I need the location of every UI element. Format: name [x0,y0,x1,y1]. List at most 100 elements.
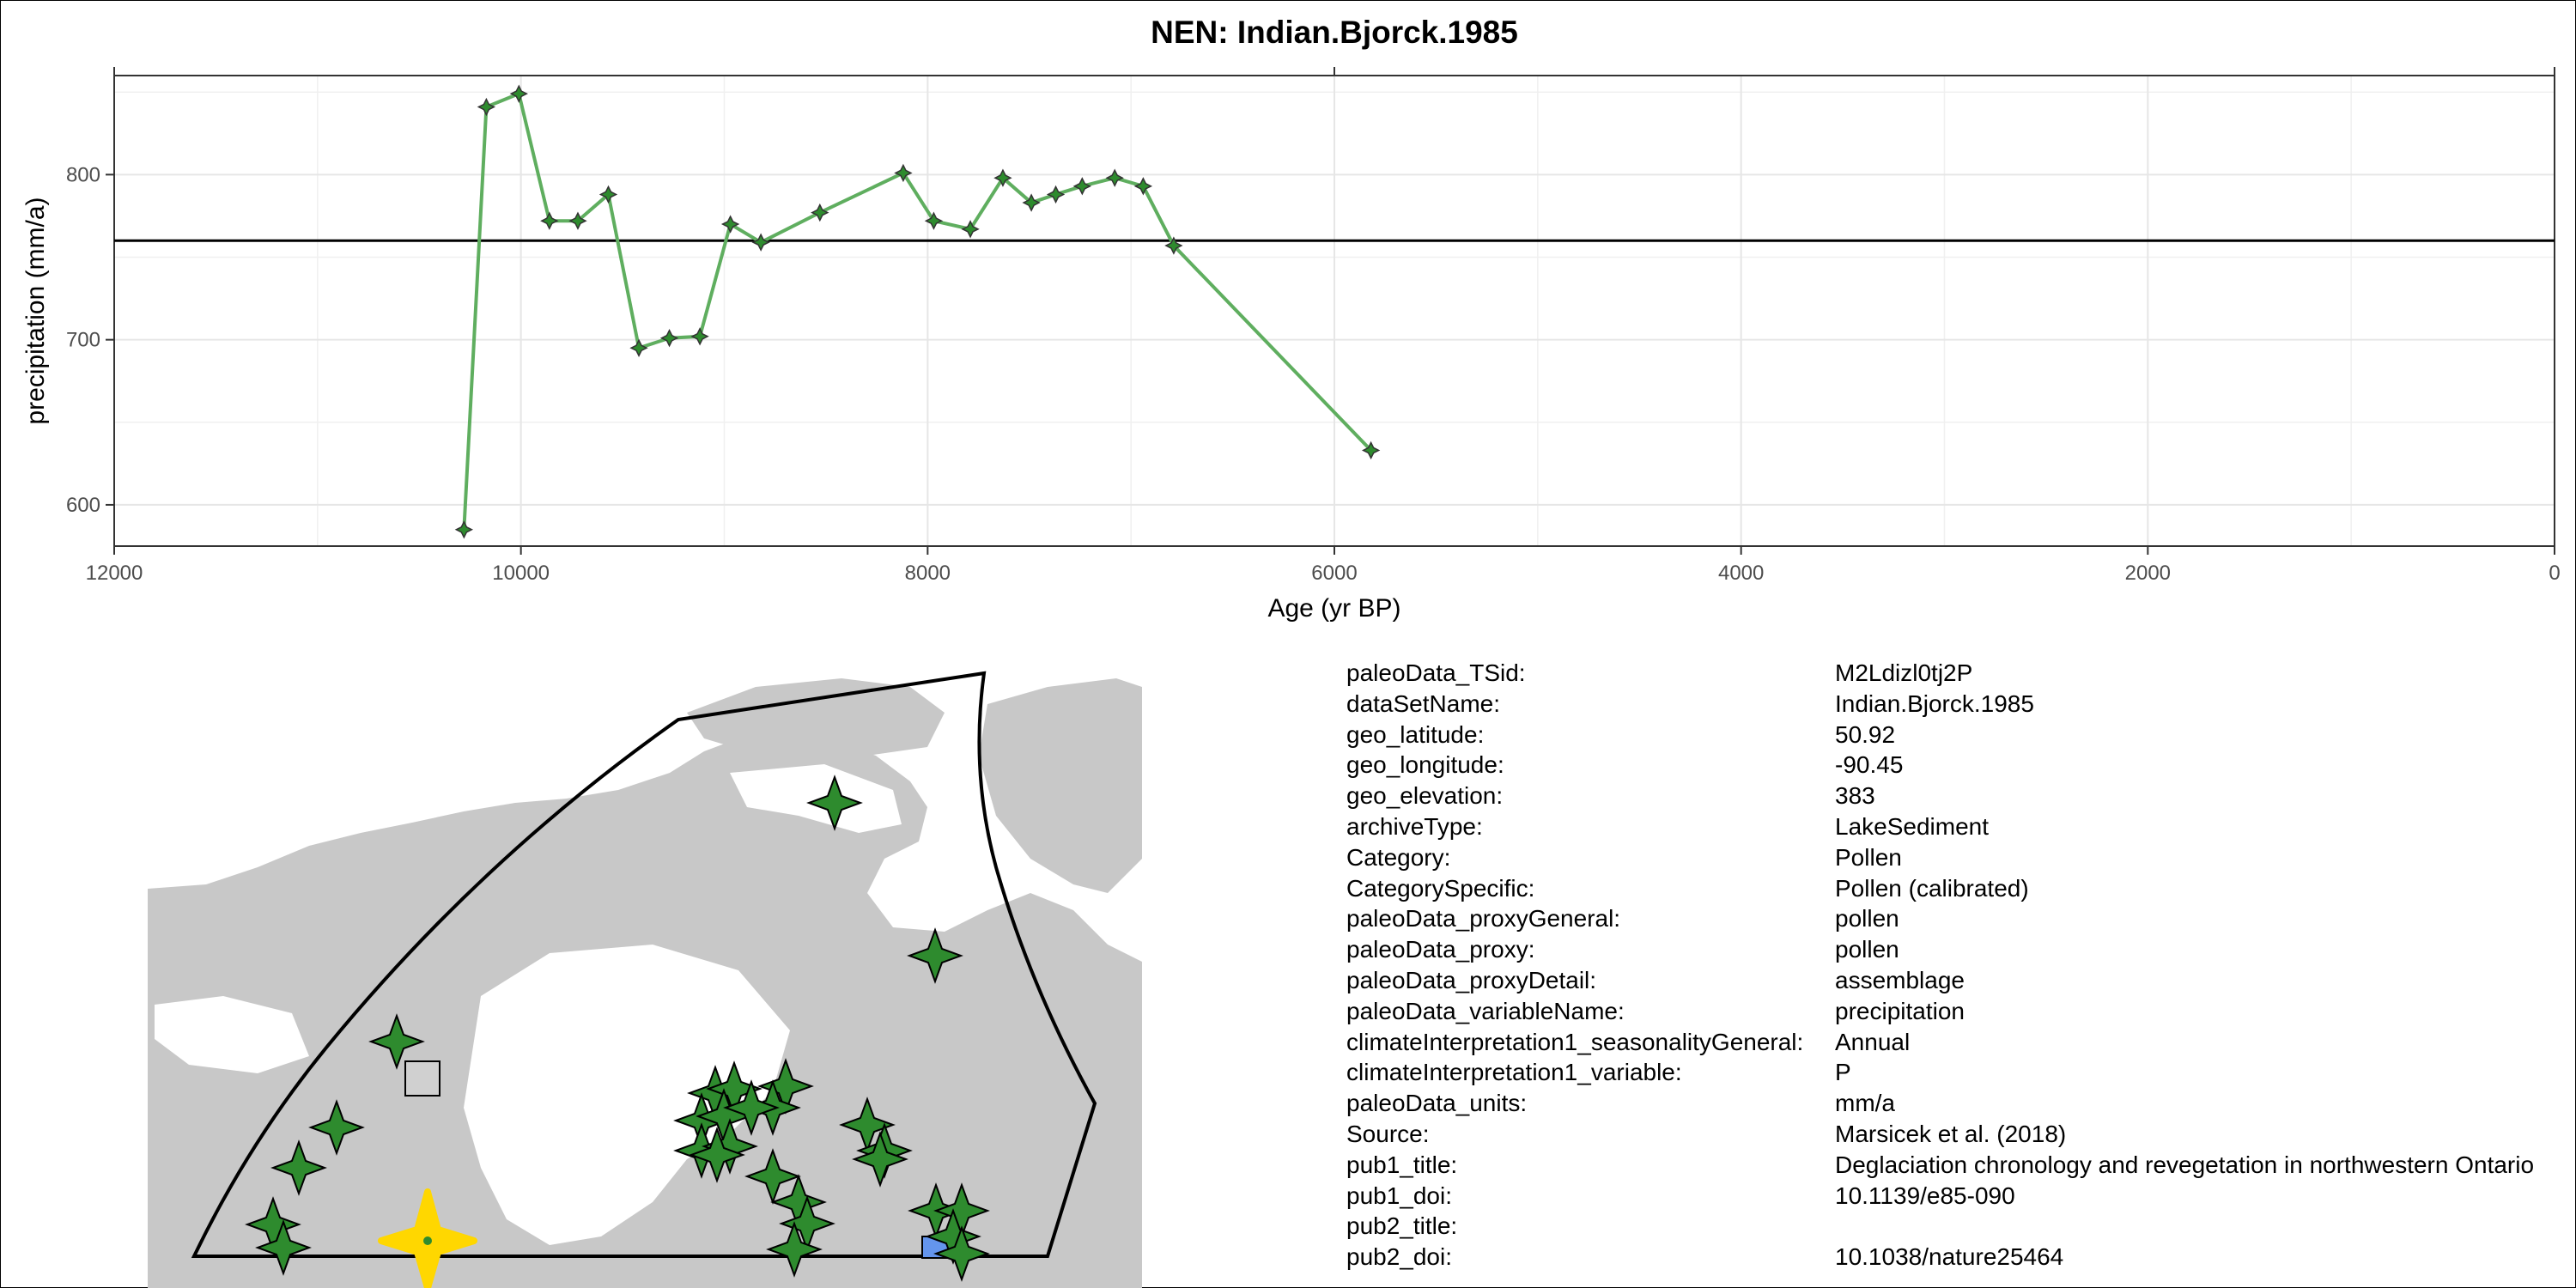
data-point [568,211,587,230]
metadata-value: pollen [1835,905,1899,933]
data-point [1072,177,1092,196]
metadata-row: geo_latitude: 50.92 [1346,720,2574,750]
data-point [454,520,474,539]
metadata-row: Category: Pollen [1346,842,2574,873]
metadata-key: paleoData_units: [1346,1090,1528,1117]
metadata-key: Category: [1346,843,1451,871]
metadata-value: mm/a [1835,1090,1895,1117]
site-marker-star [270,1139,327,1196]
metadata-row: climateInterpretation1_seasonalityGenera… [1346,1027,2574,1058]
x-tick-label: 6000 [1311,562,1357,585]
site-marker-star [852,1131,908,1188]
site-markers [245,775,990,1282]
site-marker-star [925,1208,981,1265]
map-outline [191,671,1097,1258]
metadata-row: dataSetName: Indian.Bjorck.1985 [1346,689,2574,720]
metadata-row: paleoData_proxy: pollen [1346,934,2574,965]
metadata-key: pub2_doi: [1346,1243,1453,1271]
metadata-key: climateInterpretation1_variable: [1346,1059,1682,1086]
series-layer [454,84,1381,539]
metadata-row: pub2_title: [1346,1211,2574,1242]
metadata-value: M2Ldizl0tj2P [1835,659,1973,686]
site-marker-square [404,1060,440,1097]
metadata-key: pub2_title: [1346,1212,1458,1240]
data-point [629,338,648,357]
site-marker-star [933,1225,990,1282]
metadata-row: archiveType: LakeSediment [1346,811,2574,842]
target-site-center [423,1236,432,1245]
data-point [1361,440,1381,460]
data-point [811,203,829,222]
metadata-value: assemblage [1835,966,1965,993]
x-tick-label: 12000 [86,562,143,585]
metadata-key: pub1_title: [1346,1151,1458,1178]
metadata-key: paleoData_proxyDetail: [1346,966,1597,993]
metadata-row: pub1_doi: 10.1139/e85-090 [1346,1181,2574,1212]
land-hudson-bay [464,945,790,1245]
metadata-key: CategorySpecific: [1346,874,1535,902]
metadata-value [1835,1211,2574,1242]
metadata-value: 383 [1835,782,1875,810]
metadata-key: archiveType: [1346,812,1483,840]
metadata-value: Annual [1835,1028,1911,1055]
metadata-value: 10.1038/nature25464 [1835,1243,2064,1271]
data-point [1022,193,1041,212]
data-point [690,327,709,346]
metadata-row: Source: Marsicek et al. (2018) [1346,1119,2574,1150]
metadata-key: paleoData_proxyGeneral: [1346,905,1621,933]
data-point [924,211,944,230]
site-marker-star [308,1099,365,1156]
data-point [894,163,913,183]
chart: NEN: Indian.Bjorck.1985 12000 10000 8000 60… [21,15,2561,623]
metadata-value: Pollen [1835,843,1902,871]
metadata-row: pub2_doi: 10.1038/nature25464 [1346,1242,2574,1273]
metadata-value: 10.1139/e85-090 [1835,1182,2015,1209]
metadata-key: pub1_doi: [1346,1182,1453,1209]
x-tick-label: 2000 [2125,562,2171,585]
metadata-key: Source: [1346,1120,1430,1147]
target-site-marker [378,1188,477,1288]
metadata-row: paleoData_variableName: precipitation [1346,996,2574,1027]
site-marker-star [689,1127,745,1183]
data-point [477,97,496,117]
metadata-row: paleoData_proxyGeneral: pollen [1346,903,2574,934]
x-axis-label: Age (yr BP) [1267,594,1400,623]
data-point [751,233,770,252]
metadata-key: climateInterpretation1_seasonalityGenera… [1346,1028,1804,1055]
metadata-value: LakeSediment [1835,812,1990,840]
site-marker-star [907,927,963,984]
chart-title: NEN: Indian.Bjorck.1985 [1151,15,1518,50]
data-point [509,84,528,103]
metadata-value: precipitation [1835,997,1965,1024]
metadata-key: paleoData_TSid: [1346,659,1526,686]
site-marker-star [368,1013,425,1070]
y-tick-label: 600 [66,494,100,517]
metadata-value: Marsicek et al. (2018) [1835,1120,2067,1147]
y-axis-label: precipitation (mm/a) [21,197,50,424]
x-tick-label: 10000 [492,562,550,585]
metadata-row: CategorySpecific: Pollen (calibrated) [1346,873,2574,904]
land-layer [148,678,1142,1288]
data-point [598,185,618,204]
site-marker-star [255,1219,312,1276]
site-map [148,671,1142,1288]
water-channel [730,764,902,833]
plot-panel: 12000 10000 8000 6000 4000 2000 0 600 700 800 [66,67,2561,585]
metadata-value: Deglaciation chronology and revegetation… [1835,1151,2535,1178]
site-marker-star [723,1079,780,1136]
metadata-value: -90.45 [1835,751,1904,779]
y-tick-label: 800 [66,163,100,186]
metadata-value: 50.92 [1835,720,1896,748]
metadata-row: pub1_title: Deglaciation chronology and r… [1346,1150,2574,1181]
metadata-key: geo_latitude: [1346,720,1485,748]
data-point [659,329,679,348]
metadata-key: paleoData_variableName: [1346,997,1625,1024]
water-lakes [155,996,309,1073]
metadata-value: Indian.Bjorck.1985 [1835,690,2034,717]
x-tick-label: 4000 [1718,562,1764,585]
metadata-key: geo_longitude: [1346,751,1504,779]
metadata-row: geo_elevation: 383 [1346,781,2574,811]
metadata-value: P [1835,1059,1851,1086]
metadata-row: paleoData_units: mm/a [1346,1088,2574,1119]
metadata-key: dataSetName: [1346,690,1500,717]
